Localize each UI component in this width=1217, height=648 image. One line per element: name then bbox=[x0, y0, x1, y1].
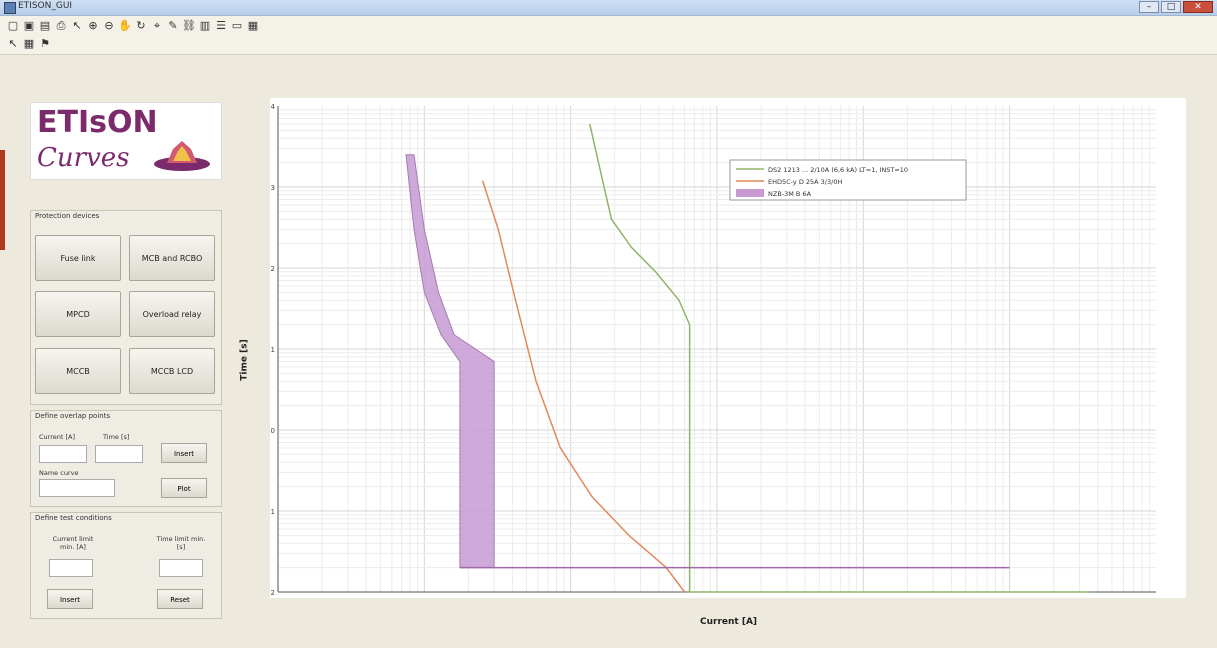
logo-line2: Curves bbox=[37, 143, 130, 173]
figure-toolbar: ▢ ▣ ▤ ⎙ ↖ ⊕ ⊖ ✋ ↻ ⌖ ✎ ⛓ ▥ ☰ ▭ ▦ bbox=[0, 16, 1217, 36]
plot-area[interactable]: 10^-110^010^110^210^310^410^510^-210^-11… bbox=[270, 98, 1186, 598]
y-axis-label: Time [s] bbox=[239, 339, 250, 381]
rotate-icon[interactable]: ↻ bbox=[136, 19, 146, 32]
mpcd-button[interactable]: MPCD bbox=[35, 291, 121, 337]
y-tick-label: 10^1 bbox=[270, 346, 275, 354]
datacursor-icon[interactable]: ⌖ bbox=[153, 19, 161, 32]
legend-swatch bbox=[736, 189, 764, 197]
overlap-current-label: Current [A] bbox=[39, 433, 75, 441]
limit-reset-button[interactable]: Reset bbox=[157, 589, 203, 609]
show-icon[interactable]: ▦ bbox=[247, 19, 259, 32]
limit-time-input[interactable] bbox=[159, 559, 203, 577]
mccb-button[interactable]: MCCB bbox=[35, 348, 121, 394]
hide-icon[interactable]: ▭ bbox=[231, 19, 243, 32]
mccb-lcd-button[interactable]: MCCB LCD bbox=[129, 348, 215, 394]
logo-line1: ETIsON bbox=[37, 105, 158, 140]
brush-icon[interactable]: ✎ bbox=[168, 19, 178, 32]
grid-icon[interactable]: ▦ bbox=[23, 37, 35, 50]
curve-name-label: Name curve bbox=[39, 469, 79, 477]
overlap-current-input[interactable] bbox=[39, 445, 87, 463]
legend-box bbox=[729, 159, 967, 201]
y-tick-label: 10^2 bbox=[270, 265, 275, 273]
etison-logo: ETIsON Curves bbox=[30, 102, 222, 180]
y-tick-label: 10^4 bbox=[270, 103, 276, 111]
left-accent-bar bbox=[0, 150, 5, 250]
test-conditions-title: Define test conditions bbox=[35, 514, 112, 522]
maximize-button[interactable]: □ bbox=[1161, 1, 1181, 13]
zoom-in-icon[interactable]: ⊕ bbox=[88, 19, 98, 32]
pan-icon[interactable]: ✋ bbox=[118, 19, 132, 32]
overlap-time-label: Time [s] bbox=[103, 433, 130, 441]
logo-crown-icon bbox=[154, 141, 210, 171]
limit-current-input[interactable] bbox=[49, 559, 93, 577]
legend-entry: EHD5C-y D 25A 3/3/0H bbox=[768, 178, 842, 186]
legend-icon[interactable]: ☰ bbox=[216, 19, 226, 32]
save-icon[interactable]: ▤ bbox=[39, 19, 51, 32]
close-button[interactable]: ✕ bbox=[1183, 1, 1213, 13]
series-line-0 bbox=[589, 123, 1090, 593]
fuse-link-button[interactable]: Fuse link bbox=[35, 235, 121, 281]
limit-time-label: Time limit min. [s] bbox=[156, 535, 206, 551]
open-icon[interactable]: ▣ bbox=[23, 19, 35, 32]
minimize-button[interactable]: – bbox=[1139, 1, 1159, 13]
flag-icon[interactable]: ⚑ bbox=[40, 37, 50, 50]
y-tick-label: 10^-2 bbox=[270, 589, 275, 597]
y-tick-label: 10^-1 bbox=[270, 508, 275, 516]
limit-current-label: Current limit min. [A] bbox=[52, 535, 94, 551]
curve-name-input[interactable] bbox=[39, 479, 115, 497]
overlap-insert-button[interactable]: Insert bbox=[161, 443, 207, 463]
window-title: ETISON_GUI bbox=[18, 1, 73, 11]
legend-entry: DS2 1213 ... 2/10A (6,6 kA) LT=1, INST=1… bbox=[768, 166, 908, 174]
pointer-icon[interactable]: ↖ bbox=[72, 19, 82, 32]
y-tick-label: 10^3 bbox=[270, 184, 275, 192]
link-icon[interactable]: ⛓ bbox=[182, 19, 196, 32]
title-bar: ETISON_GUI – □ ✕ bbox=[0, 0, 1217, 16]
legend-entry: NZB-3M B 6A bbox=[768, 190, 812, 198]
mcb-rcbo-button[interactable]: MCB and RCBO bbox=[129, 235, 215, 281]
new-icon[interactable]: ▢ bbox=[7, 19, 19, 32]
colorbar-icon[interactable]: ▥ bbox=[199, 19, 211, 32]
overlap-points-title: Define overlap points bbox=[35, 412, 111, 420]
zoom-out-icon[interactable]: ⊖ bbox=[104, 19, 114, 32]
trip-curve-chart[interactable]: 10^-110^010^110^210^310^410^510^-210^-11… bbox=[270, 98, 1186, 598]
protection-devices-title: Protection devices bbox=[35, 212, 100, 220]
plot-button[interactable]: Plot bbox=[161, 478, 207, 498]
secondary-toolbar: ↖ ▦ ⚑ bbox=[0, 36, 1217, 55]
arrow-icon[interactable]: ↖ bbox=[8, 37, 18, 50]
overlap-time-input[interactable] bbox=[95, 445, 143, 463]
y-tick-label: 10^0 bbox=[270, 427, 275, 435]
overload-relay-button[interactable]: Overload relay bbox=[129, 291, 215, 337]
protection-devices-panel: Protection devices Fuse link MCB and RCB… bbox=[30, 210, 222, 405]
limit-insert-button[interactable]: Insert bbox=[47, 589, 93, 609]
test-conditions-panel: Define test conditions Current limit min… bbox=[30, 512, 222, 619]
overlap-points-panel: Define overlap points Current [A] Time [… bbox=[30, 410, 222, 507]
print-icon[interactable]: ⎙ bbox=[56, 19, 66, 32]
window-controls: – □ ✕ bbox=[1139, 1, 1213, 13]
series-line-1 bbox=[481, 180, 686, 593]
x-axis-label: Current [A] bbox=[700, 617, 758, 627]
app-icon bbox=[4, 2, 16, 14]
